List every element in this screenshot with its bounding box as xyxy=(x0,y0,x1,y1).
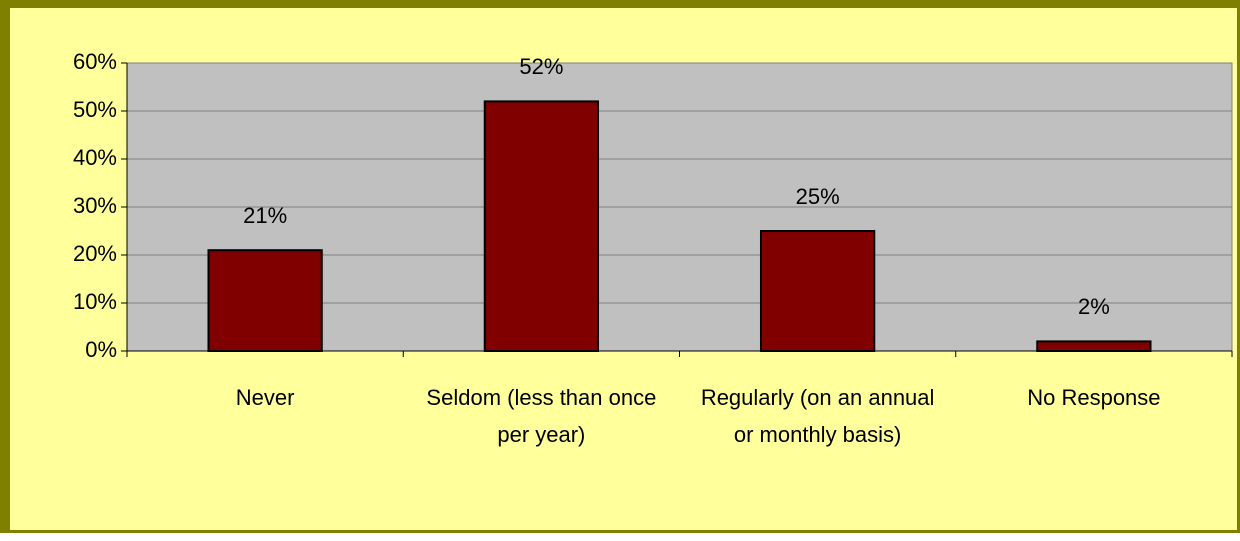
bar xyxy=(759,230,876,352)
y-tick-label: 50% xyxy=(73,97,117,122)
y-tick-label: 10% xyxy=(73,289,117,314)
y-tick-label: 30% xyxy=(73,193,117,218)
bar xyxy=(207,249,323,352)
x-tick-label: Never xyxy=(235,385,295,410)
chart: 0% 10% 20% 30% 40% 50% 60% 21% 52% 25% 2% xyxy=(73,49,1233,362)
y-tick-label: 0% xyxy=(85,337,117,362)
data-label: 25% xyxy=(796,184,840,209)
y-tick-label: 20% xyxy=(73,241,117,266)
y-tick-label: 40% xyxy=(73,145,117,170)
bar xyxy=(1036,340,1152,352)
x-tick-label: Regularly (on an annual or monthly basis… xyxy=(700,385,935,447)
data-label: 2% xyxy=(1078,294,1110,319)
x-tick-label: Seldom (less than once per year) xyxy=(426,385,657,447)
x-tick-label: No Response xyxy=(1027,385,1161,410)
y-tick-label: 60% xyxy=(73,49,117,74)
data-label: 52% xyxy=(519,54,563,79)
data-label: 21% xyxy=(243,203,287,228)
bar xyxy=(483,100,600,353)
